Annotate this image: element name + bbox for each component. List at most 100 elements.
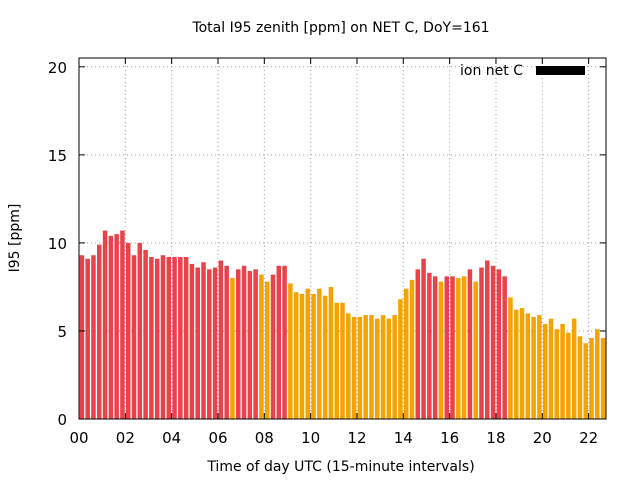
bar bbox=[490, 265, 496, 419]
bar bbox=[374, 318, 380, 419]
grid-lines bbox=[79, 58, 606, 419]
y-tick-label: 15 bbox=[48, 147, 67, 165]
bar bbox=[571, 318, 577, 419]
bar bbox=[282, 265, 287, 419]
bar bbox=[207, 269, 212, 419]
x-tick-label: 12 bbox=[347, 429, 366, 447]
bar bbox=[415, 269, 421, 419]
bar bbox=[178, 256, 183, 419]
bar bbox=[154, 258, 160, 419]
x-tick-label: 18 bbox=[486, 429, 505, 447]
bar bbox=[467, 269, 473, 419]
x-tick-label: 02 bbox=[116, 429, 135, 447]
x-axis-label: Time of day UTC (15-minute intervals) bbox=[206, 459, 474, 475]
bar bbox=[189, 264, 195, 419]
bar bbox=[357, 316, 363, 419]
x-tick-label: 04 bbox=[162, 429, 181, 447]
bar bbox=[218, 260, 224, 419]
bar bbox=[230, 278, 235, 419]
x-tick-label: 22 bbox=[579, 429, 598, 447]
bar bbox=[502, 276, 507, 419]
legend-swatch bbox=[536, 66, 585, 75]
bar bbox=[166, 256, 172, 419]
bar bbox=[253, 269, 258, 419]
bar bbox=[583, 343, 588, 419]
bar bbox=[537, 315, 542, 419]
bar bbox=[531, 316, 536, 419]
bar bbox=[120, 230, 125, 419]
bar bbox=[91, 255, 96, 419]
bar bbox=[369, 315, 374, 419]
bar bbox=[438, 281, 444, 419]
x-axis-ticks: 00 02 04 06 08 10 12 14 16 18 20 22 bbox=[69, 58, 598, 447]
bar bbox=[322, 295, 328, 419]
bar bbox=[143, 249, 148, 419]
y-tick-label: 20 bbox=[48, 59, 67, 77]
bar bbox=[288, 283, 293, 419]
axes bbox=[78, 57, 607, 420]
plot-frame bbox=[78, 57, 607, 420]
y-axis-label: I95 [ppm] bbox=[7, 204, 23, 273]
bar bbox=[108, 235, 114, 419]
bar bbox=[270, 274, 276, 419]
bar bbox=[264, 281, 270, 419]
x-tick-label: 10 bbox=[301, 429, 320, 447]
bar bbox=[212, 267, 218, 419]
bar bbox=[421, 258, 426, 419]
x-tick-label: 14 bbox=[394, 429, 413, 447]
x-tick-label: 16 bbox=[440, 429, 459, 447]
bar bbox=[577, 336, 583, 419]
bar bbox=[346, 313, 351, 419]
bar bbox=[224, 265, 229, 419]
bar bbox=[305, 288, 311, 419]
bar bbox=[380, 315, 386, 419]
bar bbox=[334, 302, 339, 419]
bar bbox=[363, 315, 368, 419]
chart-title: Total I95 zenith [ppm] on NET C, DoY=161 bbox=[191, 20, 489, 36]
bar bbox=[201, 262, 206, 419]
bar bbox=[560, 323, 565, 419]
bar bbox=[160, 255, 166, 419]
bar bbox=[195, 267, 200, 419]
bar bbox=[137, 242, 143, 419]
x-tick-label: 08 bbox=[255, 429, 274, 447]
bar bbox=[114, 234, 119, 419]
bar bbox=[566, 332, 571, 419]
bar bbox=[548, 318, 554, 419]
x-tick-label: 00 bbox=[69, 429, 88, 447]
bar bbox=[508, 297, 513, 419]
bar bbox=[403, 288, 409, 419]
bar bbox=[589, 337, 594, 419]
bar bbox=[85, 258, 90, 419]
legend: ion net C bbox=[460, 63, 585, 79]
bar bbox=[317, 288, 322, 419]
bar bbox=[299, 293, 305, 419]
bar bbox=[595, 329, 600, 419]
bar bbox=[398, 299, 403, 419]
bar bbox=[172, 256, 177, 419]
bar bbox=[432, 276, 438, 419]
bar bbox=[328, 286, 334, 419]
bar bbox=[525, 313, 531, 419]
bar bbox=[293, 292, 299, 419]
bar bbox=[241, 265, 247, 419]
bar bbox=[427, 272, 432, 419]
x-tick-label: 06 bbox=[208, 429, 227, 447]
bar bbox=[496, 269, 502, 419]
bar bbox=[519, 308, 525, 419]
bar bbox=[479, 267, 484, 419]
bar bbox=[351, 316, 357, 419]
bar bbox=[311, 293, 316, 419]
bar bbox=[183, 256, 189, 419]
y-tick-label: 5 bbox=[57, 323, 67, 341]
y-tick-label: 0 bbox=[57, 411, 67, 429]
bar bbox=[542, 323, 548, 419]
bar bbox=[259, 274, 264, 419]
bar bbox=[392, 315, 397, 419]
y-tick-label: 10 bbox=[48, 235, 67, 253]
bar bbox=[444, 276, 450, 419]
bar bbox=[131, 255, 137, 419]
x-tick-label: 20 bbox=[533, 429, 552, 447]
bar bbox=[386, 318, 392, 419]
